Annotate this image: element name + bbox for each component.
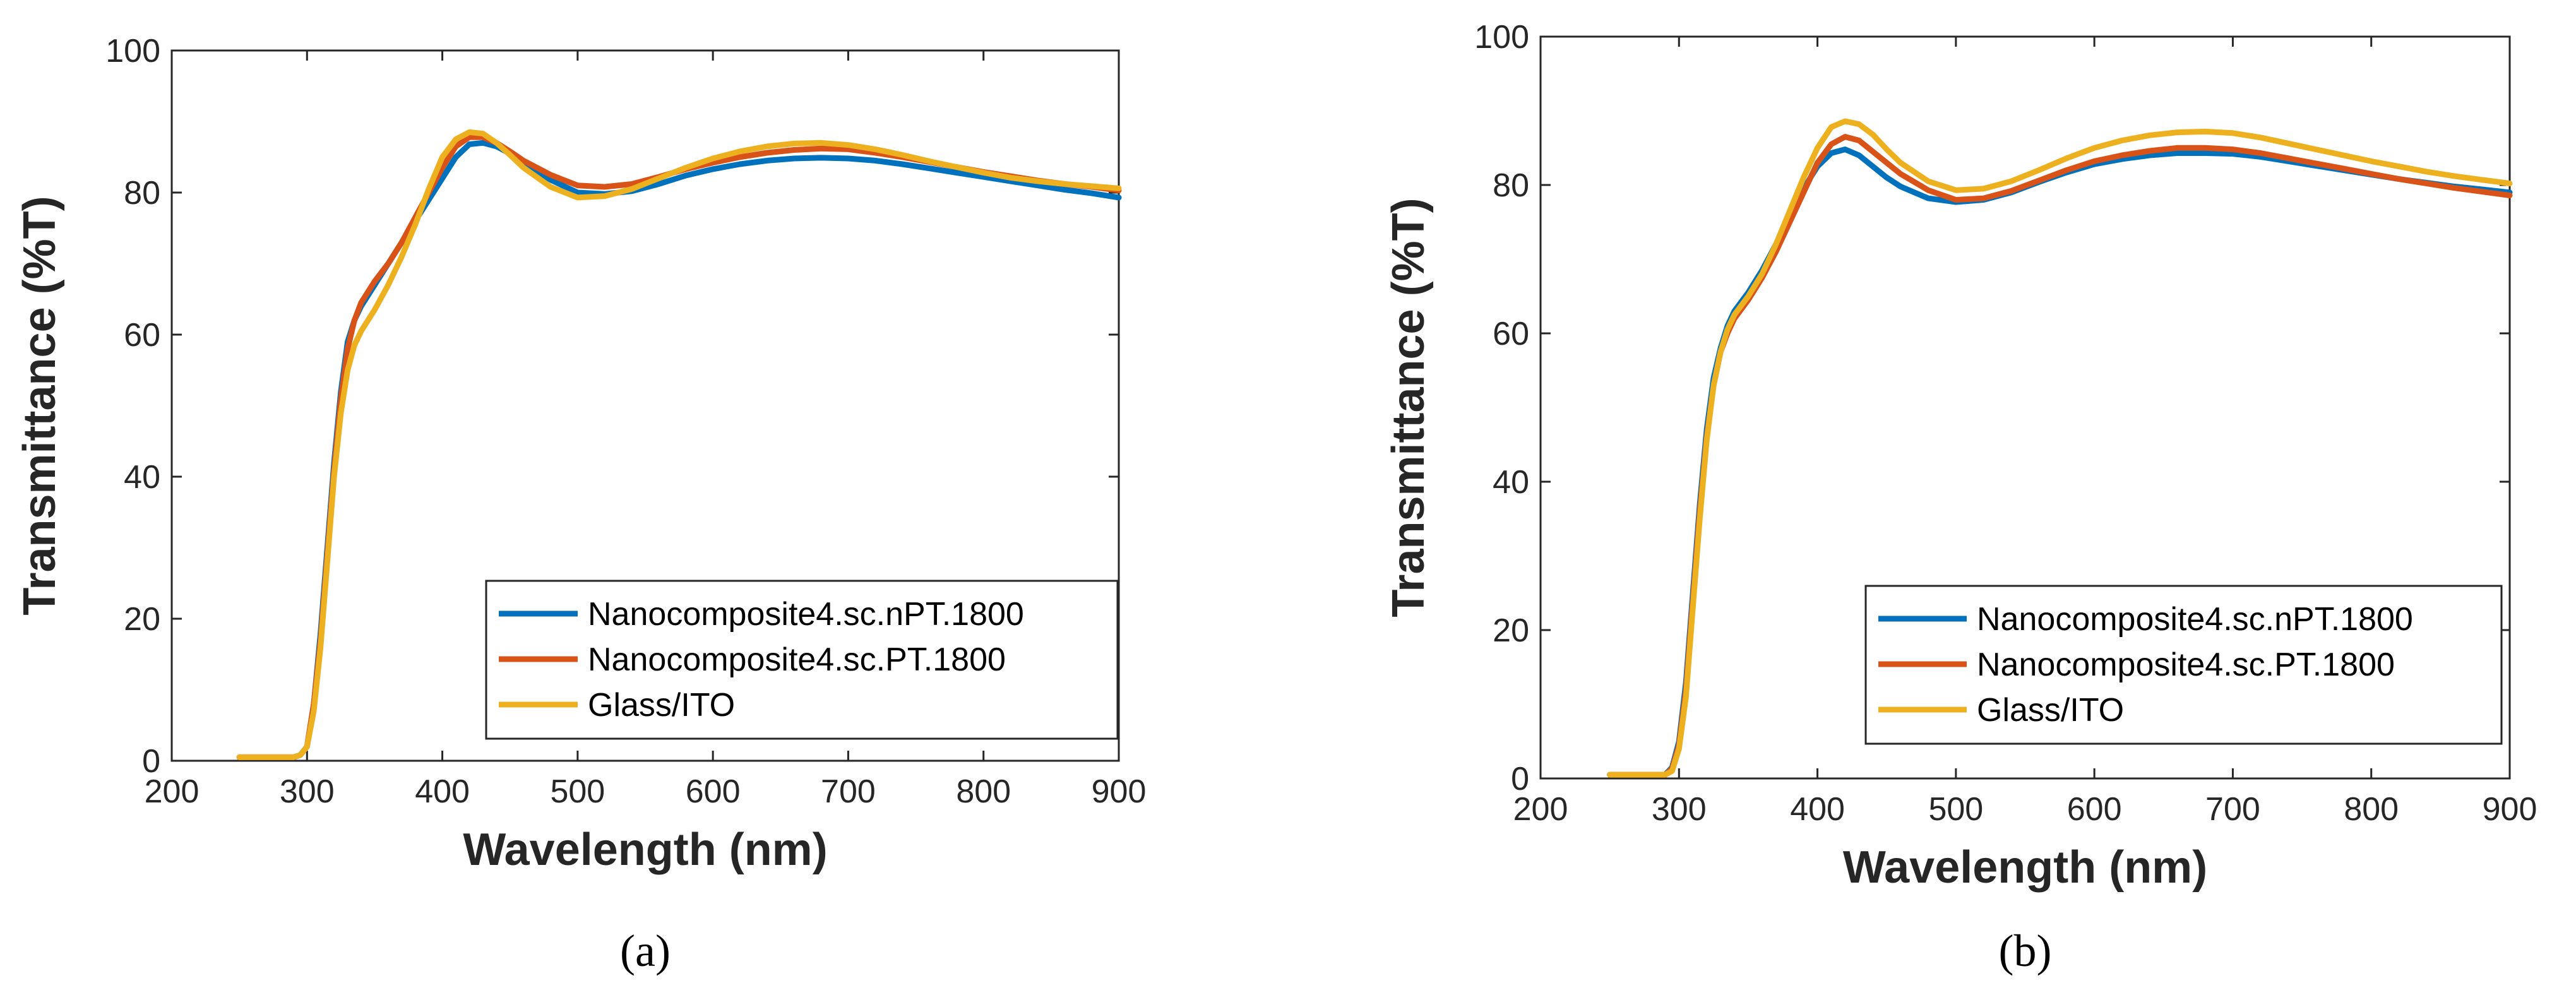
x-tick-label: 400	[415, 773, 470, 810]
panel-caption: (b)	[1999, 926, 2052, 976]
plot-area-frame	[170, 49, 1120, 762]
y-tick-label: 80	[124, 175, 160, 212]
legend-label: Nanocomposite4.sc.nPT.1800	[588, 596, 1024, 633]
chart-panel-b: 200 300 400 500 600 700 800 900 0 20 40 60 80 100 Wave…	[1383, 19, 2537, 976]
x-tick-label: 600	[2067, 791, 2122, 828]
legend-label: Nanocomposite4.sc.PT.1800	[1977, 646, 2395, 683]
x-tick-label: 700	[2205, 791, 2260, 828]
y-tick-label: 60	[124, 317, 160, 354]
y-tick-label: 40	[1493, 464, 1529, 501]
legend: Nanocomposite4.sc.nPT.1800 Nanocomposite4…	[1864, 585, 2503, 745]
x-axis-title: Wavelength (nm)	[463, 825, 827, 875]
x-tick-label: 800	[956, 773, 1011, 810]
y-axis-title: Transmittance (%T)	[15, 196, 65, 615]
y-tick-label: 100	[105, 33, 160, 69]
legend-label: Nanocomposite4.sc.nPT.1800	[1977, 601, 2413, 638]
y-tick-label: 0	[142, 743, 160, 780]
x-tick-label: 800	[2344, 791, 2399, 828]
y-tick-label: 100	[1474, 19, 1529, 56]
y-tick-label: 80	[1493, 167, 1529, 204]
y-tick-label: 20	[124, 601, 160, 638]
x-axis-title: Wavelength (nm)	[1843, 842, 2207, 893]
legend-label: Glass/ITO	[588, 687, 735, 724]
y-tick-label: 60	[1493, 316, 1529, 352]
y-axis-title: Transmittance (%T)	[1383, 198, 1434, 617]
x-tick-label: 300	[280, 773, 335, 810]
x-tick-label: 900	[1092, 773, 1147, 810]
legend-label: Nanocomposite4.sc.PT.1800	[588, 641, 1006, 678]
x-tick-label: 200	[1513, 791, 1568, 828]
x-tick-label: 700	[821, 773, 876, 810]
legend-box	[485, 580, 1119, 740]
series-line-3	[236, 129, 1122, 760]
x-tick-label: 900	[2483, 791, 2537, 828]
legend-label: Glass/ITO	[1977, 692, 2124, 729]
x-tick-label: 400	[1790, 791, 1845, 828]
y-tick-label: 20	[1493, 612, 1529, 649]
chart-panel-a: 200 300 400 500 600 700 800 900 0 20 40 60 80 100 Wave…	[15, 33, 1146, 976]
legend-box	[1864, 585, 2503, 745]
x-tick-label: 600	[686, 773, 741, 810]
plot-area-frame	[1539, 35, 2511, 780]
series-line-3	[1607, 118, 2513, 778]
x-tick-label: 500	[550, 773, 605, 810]
legend: Nanocomposite4.sc.nPT.1800 Nanocomposite4…	[485, 580, 1119, 740]
panel-caption: (a)	[620, 926, 671, 976]
y-tick-label: 0	[1511, 761, 1529, 797]
x-tick-label: 500	[1928, 791, 1983, 828]
x-tick-label: 300	[1652, 791, 1707, 828]
x-tick-label: 200	[145, 773, 200, 810]
y-tick-label: 40	[124, 459, 160, 496]
